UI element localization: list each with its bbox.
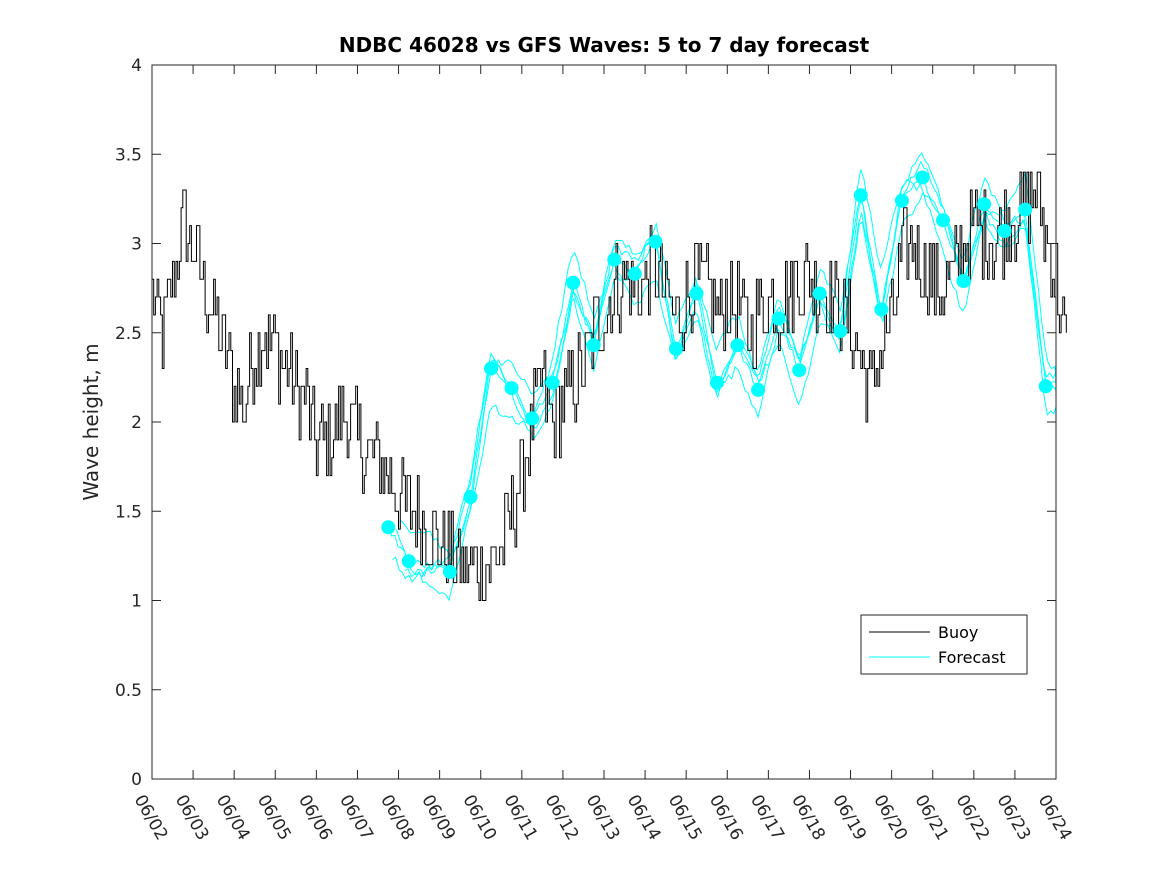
forecast-point [381,520,396,535]
forecast-point [1018,202,1033,217]
forecast-point [833,324,848,338]
forecast-point [566,275,581,290]
forecast-point [484,361,498,376]
forecast-point [853,188,868,203]
chart-title: NDBC 46028 vs GFS Waves: 5 to 7 day fore… [339,33,870,57]
forecast-markers [381,170,1053,579]
forecast-point [627,266,642,281]
forecast-point [915,170,930,185]
forecast-point [977,197,992,212]
y-tick-label: 2.5 [115,324,142,344]
y-axis-label: Wave height, m [79,343,103,500]
buoy-line-group [152,171,1067,601]
forecast-point [607,252,622,267]
forecast-series-line [387,176,1057,578]
y-tick-label: 0.5 [115,681,142,701]
forecast-point [689,286,704,301]
y-tick-label: 3 [131,235,142,255]
forecast-point [525,411,540,426]
forecast-point [401,554,416,569]
legend-buoy-label: Buoy [938,623,978,642]
forecast-point [710,375,724,390]
forecast-point [668,341,683,356]
forecast-point [730,338,745,353]
legend: Buoy Forecast [860,614,1028,675]
forecast-point [936,213,950,228]
forecast-point [956,274,971,288]
forecast-point [751,382,766,397]
legend-box [860,614,1028,675]
forecast-point [504,381,519,396]
legend-forecast-label: Forecast [938,648,1006,667]
forecast-point [997,224,1012,238]
y-tick-label: 2 [131,413,142,433]
forecast-point [792,363,807,378]
forecast-point [442,564,457,579]
forecast-point [874,302,889,317]
y-tick-label: 1 [131,592,142,612]
forecast-point [586,338,601,353]
forecast-point [463,490,478,504]
y-axis: 0 0.5 1 1.5 2 2.5 3 3.5 4 [115,56,1056,790]
forecast-point [771,311,786,326]
y-tick-label: 4 [131,56,142,76]
forecast-point [545,375,560,390]
y-tick-label: 1.5 [115,502,142,522]
forecast-point [648,234,663,249]
y-tick-label: 0 [131,770,142,790]
forecast-point [1038,379,1053,394]
forecast-point [894,193,909,208]
forecast-point [812,286,827,301]
buoy-series-line [152,171,1067,601]
y-tick-label: 3.5 [115,145,142,165]
